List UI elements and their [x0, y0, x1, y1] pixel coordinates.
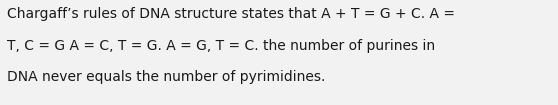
Text: T, C = G A = C, T = G. A = G, T = C. the number of purines in: T, C = G A = C, T = G. A = G, T = C. the…	[7, 39, 435, 53]
Text: DNA never equals the number of pyrimidines.: DNA never equals the number of pyrimidin…	[7, 70, 326, 84]
Text: Chargaff’s rules of DNA structure states that A + T = G + C. A =: Chargaff’s rules of DNA structure states…	[7, 7, 455, 21]
